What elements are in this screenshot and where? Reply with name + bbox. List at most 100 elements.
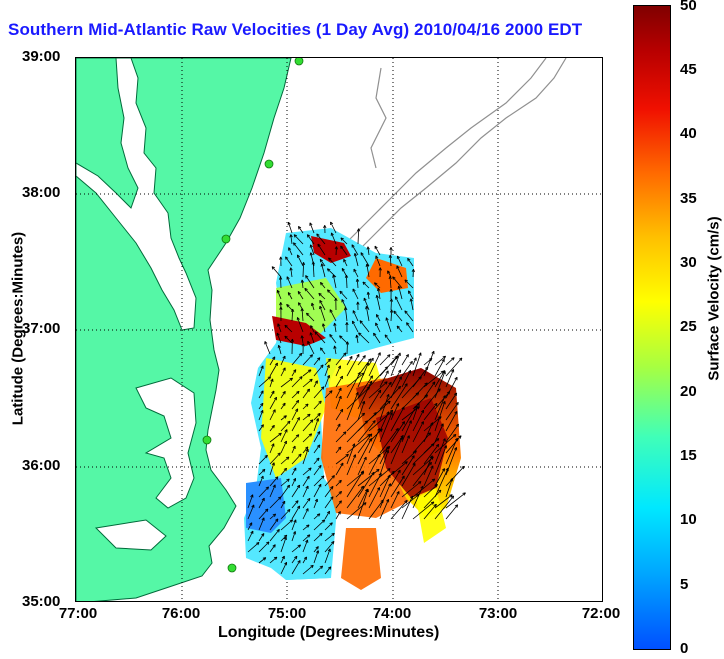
current-arrow [302, 475, 310, 487]
current-arrow [340, 237, 348, 245]
current-arrowhead [285, 456, 290, 459]
current-arrow [324, 486, 334, 498]
current-arrow [404, 310, 414, 322]
current-arrowhead [331, 475, 335, 477]
current-arrow [269, 356, 276, 366]
current-arrow [390, 475, 405, 498]
current-arrow [302, 508, 309, 520]
current-arrowhead [298, 226, 302, 229]
current-arrow [423, 465, 434, 487]
current-arrow [365, 306, 370, 322]
current-arrow [389, 255, 392, 267]
current-arrow [280, 484, 290, 498]
current-arrowhead [391, 309, 394, 313]
current-arrowhead [317, 243, 321, 246]
current-arrowhead [354, 253, 358, 256]
current-arrow [324, 548, 331, 564]
current-arrowhead [320, 282, 324, 285]
current-arrow [302, 534, 311, 542]
current-arrowhead [277, 289, 280, 293]
current-arrow [310, 332, 315, 344]
current-arrow [346, 420, 368, 443]
current-arrow [329, 309, 337, 322]
current-arrow [286, 304, 293, 311]
current-arrowhead [298, 302, 302, 305]
current-arrow [390, 298, 392, 311]
current-arrowhead [376, 287, 379, 292]
current-arrowhead [318, 357, 321, 361]
current-arrowhead [353, 268, 357, 272]
current-arrow [412, 456, 434, 476]
current-arrow [401, 455, 415, 476]
current-arrow [346, 372, 361, 399]
current-arrow [445, 465, 465, 487]
current-arrowhead [390, 247, 393, 251]
current-arrow [346, 275, 348, 289]
current-arrow [302, 403, 309, 410]
current-arrow [306, 312, 315, 322]
current-arrow [269, 397, 277, 410]
current-arrow [368, 352, 381, 377]
current-arrowhead [426, 394, 428, 398]
colorbar [633, 5, 671, 650]
current-arrow [393, 310, 403, 322]
current-arrowhead [310, 244, 313, 248]
current-arrow [353, 268, 359, 278]
current-arrowhead [443, 356, 446, 360]
current-arrowhead [318, 444, 321, 448]
current-arrowhead [267, 486, 269, 490]
current-arrowhead [409, 360, 413, 364]
current-arrowhead [384, 381, 388, 383]
current-arrowhead [311, 565, 314, 569]
current-arrowhead [432, 501, 435, 505]
current-arrowhead [346, 322, 349, 326]
current-arrowhead [296, 556, 298, 560]
current-arrowhead [319, 413, 321, 417]
current-arrow [291, 309, 294, 322]
current-arrowhead [332, 496, 334, 500]
current-arrowhead [362, 281, 366, 284]
current-arrow [379, 354, 391, 366]
current-arrowhead [366, 420, 369, 424]
current-arrow [375, 322, 381, 333]
current-arrow [313, 386, 325, 399]
current-arrow [304, 288, 315, 300]
current-arrow [297, 317, 304, 333]
y-tick-label: 37:00 [22, 320, 61, 337]
current-arrowhead [430, 462, 432, 466]
current-arrow [423, 503, 437, 520]
current-arrowhead [280, 256, 283, 260]
current-arrowhead [357, 301, 360, 305]
current-arrowhead [340, 480, 342, 484]
current-arrowhead [457, 424, 459, 428]
colorbar-tick: 25 [680, 318, 697, 335]
current-arrowhead [298, 544, 301, 548]
current-arrow [313, 418, 319, 432]
map-panel[interactable] [75, 57, 603, 602]
current-arrowhead [405, 461, 408, 465]
current-arrowhead [341, 299, 345, 302]
current-arrowhead [293, 234, 298, 237]
current-arrow [302, 448, 309, 465]
map-plot[interactable] [76, 58, 603, 602]
current-arrow [445, 369, 454, 388]
current-arrowhead [280, 276, 283, 280]
current-arrowhead [336, 246, 338, 250]
current-arrowhead [316, 233, 320, 236]
current-arrowhead [311, 302, 315, 306]
current-arrowhead [344, 431, 347, 435]
current-arrowhead [322, 475, 325, 479]
current-arrowhead [339, 290, 343, 293]
current-arrow [346, 354, 360, 377]
current-arrow [367, 291, 370, 300]
current-arrow [445, 357, 463, 377]
current-arrow [269, 362, 278, 377]
current-arrow [284, 324, 293, 333]
current-arrow [335, 423, 341, 432]
current-arrowhead [331, 522, 333, 526]
current-arrow [339, 290, 348, 300]
current-arrow [280, 367, 286, 377]
current-arrowhead [388, 400, 391, 404]
current-arrowhead [364, 502, 367, 506]
current-arrowhead [370, 433, 373, 437]
